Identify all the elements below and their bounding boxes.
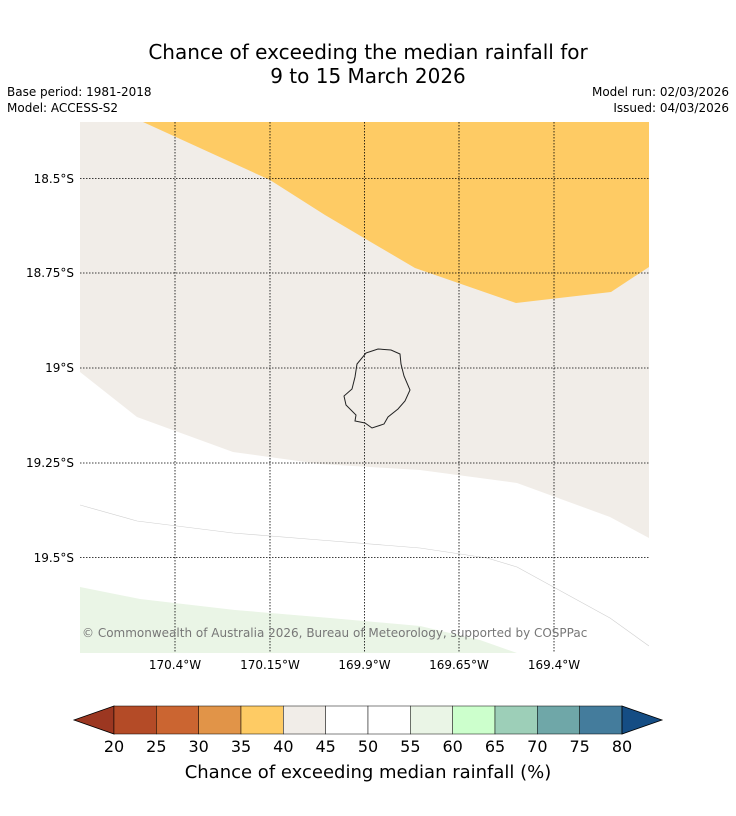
contour-line <box>80 504 649 647</box>
grid-lines <box>80 122 649 653</box>
lat-label: 18.75°S <box>26 266 74 280</box>
lon-label: 170.15°W <box>240 658 300 672</box>
lat-label: 19°S <box>45 361 74 375</box>
lat-label: 19.25°S <box>26 456 74 470</box>
colorbar-segment <box>283 705 326 735</box>
colorbar-segment <box>240 705 284 735</box>
copyright-text: © Commonwealth of Australia 2026, Bureau… <box>82 626 587 640</box>
colorbar-segment <box>198 705 242 735</box>
band-35-40 <box>143 122 649 303</box>
map-title-line1: Chance of exceeding the median rainfall … <box>148 40 588 64</box>
colorbar-tick-label: 50 <box>358 737 378 756</box>
lon-label: 169.4°W <box>528 658 580 672</box>
colorbar-tick-label: 35 <box>231 737 251 756</box>
colorbar-tick-label: 45 <box>315 737 335 756</box>
lon-label: 170.4°W <box>149 658 201 672</box>
colorbar-segment <box>410 705 453 735</box>
colorbar-segment <box>367 705 411 735</box>
lon-label: 169.65°W <box>429 658 489 672</box>
colorbar-tick-label: 80 <box>612 737 632 756</box>
colorbar-segment <box>452 705 496 735</box>
colorbar-segment <box>579 705 623 735</box>
colorbar-tick-label: 60 <box>442 737 462 756</box>
colorbar-label: Chance of exceeding median rainfall (%) <box>185 762 552 783</box>
lat-labels: 18.5°S 18.75°S 19°S 19.25°S 19.5°S <box>26 172 74 565</box>
colorbar-segment <box>325 705 369 735</box>
colorbar-segment <box>156 705 199 735</box>
lon-label: 169.9°W <box>338 658 390 672</box>
colorbar-tick-label: 30 <box>188 737 208 756</box>
issued-date: Issued: 04/03/2026 <box>613 101 729 115</box>
colorbar-tick-label: 65 <box>485 737 505 756</box>
colorbar-segment <box>537 705 580 735</box>
colorbar-segment <box>494 705 538 735</box>
colorbar-ticks: 20 25 30 35 40 45 50 55 60 65 70 75 80 <box>104 737 632 756</box>
colorbar-tick-label: 70 <box>527 737 547 756</box>
map-panel: © Commonwealth of Australia 2026, Bureau… <box>80 122 649 653</box>
lon-labels: 170.4°W 170.15°W 169.9°W 169.65°W 169.4°… <box>149 658 580 672</box>
lat-label: 18.5°S <box>34 172 74 186</box>
map-title-line2: 9 to 15 March 2026 <box>270 64 466 88</box>
base-period: Base period: 1981-2018 <box>7 85 152 99</box>
lat-label: 19.5°S <box>34 551 74 565</box>
colorbar-tick-label: 20 <box>104 737 124 756</box>
model-run: Model run: 02/03/2026 <box>591 85 729 99</box>
colorbar-tick-label: 55 <box>400 737 420 756</box>
colorbar-extend-low <box>72 705 115 735</box>
colorbar-segment <box>113 705 157 735</box>
model-name: Model: ACCESS-S2 <box>7 101 119 115</box>
colorbar-extend-high <box>621 705 664 735</box>
band-55-60 <box>80 587 517 653</box>
colorbar-tick-label: 25 <box>146 737 166 756</box>
colorbar-tick-label: 75 <box>569 737 589 756</box>
island-coastline <box>343 348 411 429</box>
colorbar-tick-label: 40 <box>273 737 293 756</box>
colorbar <box>72 705 664 735</box>
